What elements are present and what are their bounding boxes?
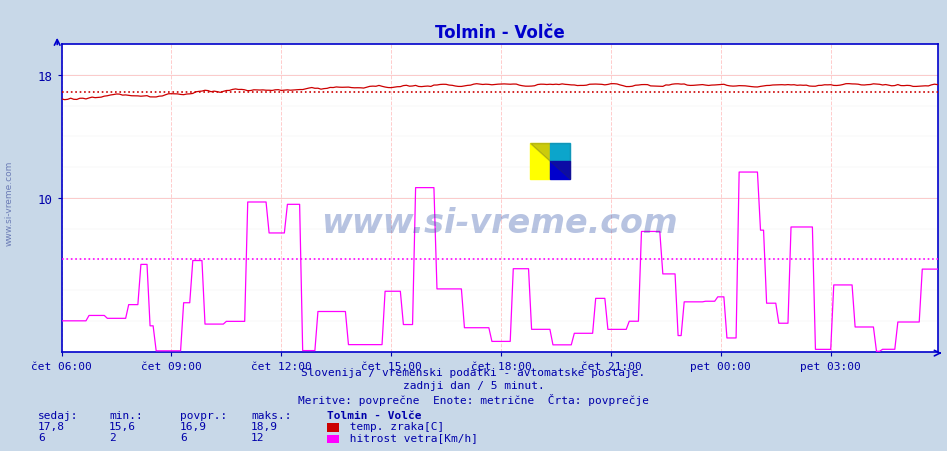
Text: zadnji dan / 5 minut.: zadnji dan / 5 minut.	[402, 381, 545, 391]
Polygon shape	[530, 143, 570, 180]
Bar	[550, 143, 569, 161]
Text: povpr.:: povpr.:	[180, 410, 227, 420]
Bar	[550, 161, 569, 180]
Text: min.:: min.:	[109, 410, 143, 420]
Text: www.si-vreme.com: www.si-vreme.com	[5, 161, 14, 245]
Text: maks.:: maks.:	[251, 410, 292, 420]
Bar	[530, 143, 550, 180]
Text: temp. zraka[C]: temp. zraka[C]	[343, 421, 444, 431]
Text: Slovenija / vremenski podatki - avtomatske postaje.: Slovenija / vremenski podatki - avtomats…	[301, 367, 646, 377]
Text: 17,8: 17,8	[38, 421, 65, 431]
Text: 16,9: 16,9	[180, 421, 207, 431]
Text: sedaj:: sedaj:	[38, 410, 79, 420]
Text: 6: 6	[180, 433, 187, 442]
Text: Meritve: povprečne  Enote: metrične  Črta: povprečje: Meritve: povprečne Enote: metrične Črta:…	[298, 393, 649, 405]
Text: www.si-vreme.com: www.si-vreme.com	[321, 207, 678, 239]
Text: hitrost vetra[Km/h]: hitrost vetra[Km/h]	[343, 433, 478, 442]
Text: 15,6: 15,6	[109, 421, 136, 431]
Text: 18,9: 18,9	[251, 421, 278, 431]
Text: 2: 2	[109, 433, 116, 442]
Text: 6: 6	[38, 433, 45, 442]
Title: Tolmin - Volče: Tolmin - Volče	[435, 24, 564, 42]
Text: 12: 12	[251, 433, 264, 442]
Text: Tolmin - Volče: Tolmin - Volče	[327, 410, 421, 420]
